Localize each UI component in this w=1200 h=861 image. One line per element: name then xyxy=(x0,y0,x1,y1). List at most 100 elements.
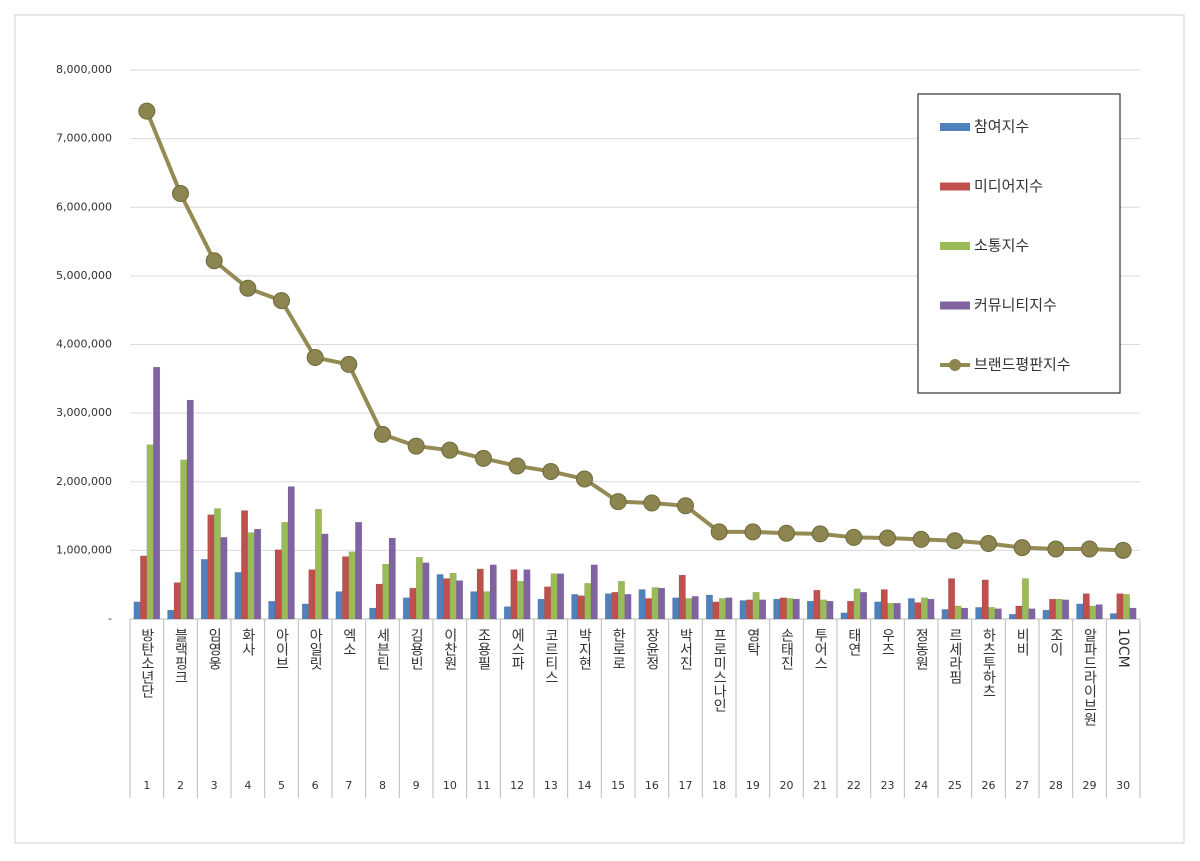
rank-label: 14 xyxy=(578,779,592,792)
line-marker xyxy=(845,528,863,546)
bar xyxy=(483,591,491,620)
line-marker xyxy=(778,524,795,542)
bar xyxy=(402,597,410,620)
category-label: 정동원 xyxy=(913,628,929,670)
rank-label: 21 xyxy=(813,779,827,792)
rank-label: 9 xyxy=(413,779,420,792)
bar xyxy=(436,574,444,620)
rank-label: 12 xyxy=(510,779,524,792)
line-marker xyxy=(172,185,189,203)
bar xyxy=(1082,593,1090,620)
bar xyxy=(1015,605,1023,620)
line-marker xyxy=(475,449,492,467)
line-marker xyxy=(677,497,694,515)
category-label: 우즈 xyxy=(880,628,896,656)
bar xyxy=(516,581,524,620)
line-marker xyxy=(205,252,223,270)
category-label: 10CM xyxy=(1115,628,1131,668)
line-marker xyxy=(879,529,896,547)
line-marker xyxy=(1114,541,1132,559)
bar xyxy=(140,555,148,620)
bar xyxy=(1028,608,1036,620)
bar xyxy=(314,508,322,620)
rank-label: 25 xyxy=(948,779,962,792)
bar xyxy=(705,594,713,620)
bar xyxy=(941,609,949,620)
line-marker xyxy=(1047,540,1065,558)
line-marker xyxy=(811,525,829,543)
bar xyxy=(308,569,316,620)
rank-label: 7 xyxy=(345,779,352,792)
bar xyxy=(1122,594,1130,620)
rank-label: 19 xyxy=(746,779,760,792)
bar xyxy=(678,574,686,620)
bar xyxy=(1055,598,1063,620)
rank-label: 3 xyxy=(211,779,218,792)
bar xyxy=(355,521,363,620)
bar xyxy=(335,591,343,620)
category-label: 화사 xyxy=(240,628,256,656)
bar xyxy=(234,572,242,620)
bar xyxy=(880,589,888,620)
bar xyxy=(503,606,511,620)
bar xyxy=(981,579,989,620)
bar xyxy=(544,586,552,620)
rank-label: 16 xyxy=(645,779,659,792)
bar xyxy=(954,605,962,620)
bar xyxy=(590,564,598,620)
bar xyxy=(557,573,565,620)
bar xyxy=(624,594,632,620)
bar xyxy=(975,607,983,620)
bar xyxy=(584,583,592,620)
bar xyxy=(893,602,901,620)
bar xyxy=(887,602,895,620)
bar xyxy=(806,600,814,620)
category-label: 에스파 xyxy=(509,628,525,670)
bar xyxy=(779,597,787,620)
rank-label: 13 xyxy=(544,779,558,792)
bar xyxy=(739,600,747,620)
bar xyxy=(725,597,733,620)
bar xyxy=(1076,603,1084,620)
bar xyxy=(786,598,794,620)
bar xyxy=(611,591,619,620)
bar xyxy=(186,399,194,620)
bar xyxy=(638,589,646,620)
bar xyxy=(1008,613,1016,620)
bar xyxy=(422,562,430,620)
line-marker xyxy=(239,279,257,297)
legend-label: 소통지수 xyxy=(974,237,1029,255)
category-label: 코르티스 xyxy=(543,628,559,684)
bar xyxy=(658,587,666,620)
rank-label: 8 xyxy=(379,779,386,792)
category-label: 아일릿 xyxy=(307,628,323,670)
category-label: 한로로 xyxy=(610,628,626,670)
line-marker xyxy=(710,523,728,541)
bar xyxy=(948,578,956,620)
bar xyxy=(510,569,518,620)
rank-label: 18 xyxy=(712,779,726,792)
category-label: 장윤정 xyxy=(644,628,660,670)
bar xyxy=(146,444,154,620)
bar xyxy=(456,580,464,620)
bar xyxy=(819,599,827,620)
y-tick-label: 7,000,000 xyxy=(56,132,112,145)
bar xyxy=(860,591,868,620)
line-marker xyxy=(542,462,560,480)
line-marker xyxy=(340,355,358,373)
bar xyxy=(167,609,175,620)
bar xyxy=(927,598,935,620)
bar xyxy=(342,556,350,620)
y-tick-label: 6,000,000 xyxy=(56,200,112,213)
bar xyxy=(443,578,451,620)
rank-label: 11 xyxy=(477,779,491,792)
bar xyxy=(752,591,760,620)
line-marker xyxy=(441,441,459,459)
category-label: 방탄소년단 xyxy=(139,628,155,698)
bar xyxy=(994,608,1002,620)
bar xyxy=(1109,613,1117,620)
category-label: 조이 xyxy=(1048,628,1064,656)
category-label: 손태진 xyxy=(779,628,795,670)
line-marker xyxy=(138,102,156,120)
bar xyxy=(254,528,262,620)
